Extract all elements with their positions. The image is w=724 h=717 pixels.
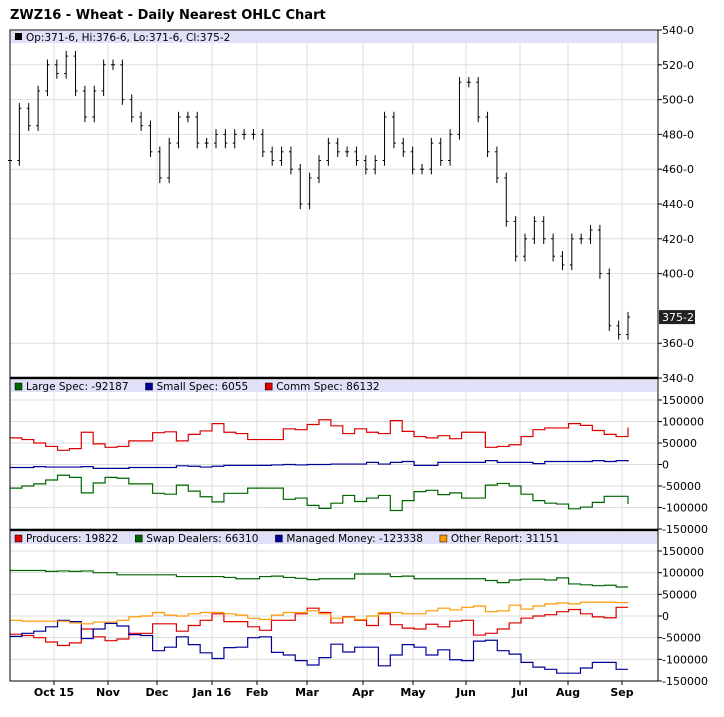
y-tick-label: 340-0 [662,372,694,385]
series-line [10,419,629,451]
last-price-box [659,310,695,325]
x-tick-label: Feb [246,686,269,699]
x-tick-label: Apr [352,686,374,699]
y-tick-label: 520-0 [662,59,694,72]
series-line [10,601,629,625]
legend-swatch [15,33,22,40]
y-tick-label: 500-0 [662,94,694,107]
series-line [10,569,628,588]
y-tick-label: 150000 [662,545,704,558]
y-tick-label: -100000 [662,653,708,666]
x-tick-label: Aug [556,686,580,699]
series-line [10,619,628,674]
x-tick-label: Sep [610,686,633,699]
legend-band [11,380,657,392]
legend-text: Managed Money: -123338 [286,533,423,545]
x-tick-label: Nov [96,686,121,699]
last-price-label: 375-2 [662,311,694,324]
y-tick-label: 420-0 [662,233,694,246]
y-tick-label: 360-0 [662,337,694,350]
legend-text: Swap Dealers: 66310 [146,533,258,545]
x-tick-label: May [400,686,425,699]
y-tick-label: -50000 [662,480,701,493]
legend-text: Large Spec: -92187 [26,381,129,393]
series-line [10,474,629,512]
x-tick-label: Jun [455,686,476,699]
y-tick-label: 400-0 [662,268,694,281]
plot-frame [9,29,659,682]
legend-text: Other Report: 31151 [451,533,559,545]
y-tick-label: 0 [662,610,669,623]
legend-swatch [145,382,153,391]
legend-swatch [14,382,23,391]
legend-text: Producers: 19822 [26,533,118,545]
x-tick-label: Mar [295,686,319,699]
legend-swatch [439,534,448,543]
legend-text: Op:371-6, Hi:376-6, Lo:371-6, Cl:375-2 [26,32,230,44]
y-tick-label: 0 [662,459,669,472]
x-tick-label: Jan 16 [192,686,232,699]
y-tick-label: -100000 [662,502,708,515]
y-tick-label: -150000 [662,675,708,688]
x-tick-label: Jul [511,686,528,699]
y-tick-label: 100000 [662,567,704,580]
y-tick-label: 440-0 [662,198,694,211]
y-tick-label: 540-0 [662,24,694,37]
y-tick-label: 150000 [662,394,704,407]
legend-swatch [135,534,143,543]
legend-text: Comm Spec: 86132 [276,381,379,393]
y-tick-label: 50000 [662,437,697,450]
series-line [10,460,629,469]
legend-swatch [14,534,23,543]
legend-swatch [275,534,283,543]
y-tick-label: 480-0 [662,128,694,141]
y-tick-label: -150000 [662,523,708,536]
y-tick-label: 460-0 [662,163,694,176]
y-tick-label: 50000 [662,588,697,601]
y-tick-label: 100000 [662,416,704,429]
legend-band [11,532,657,544]
chart-title: ZWZ16 - Wheat - Daily Nearest OHLC Chart [10,8,326,23]
legend-swatch [264,382,273,391]
x-tick-label: Oct 15 [34,686,74,699]
legend-text: Small Spec: 6055 [157,381,249,393]
y-tick-label: -50000 [662,632,701,645]
x-tick-label: Dec [145,686,168,699]
legend-band [11,31,657,43]
